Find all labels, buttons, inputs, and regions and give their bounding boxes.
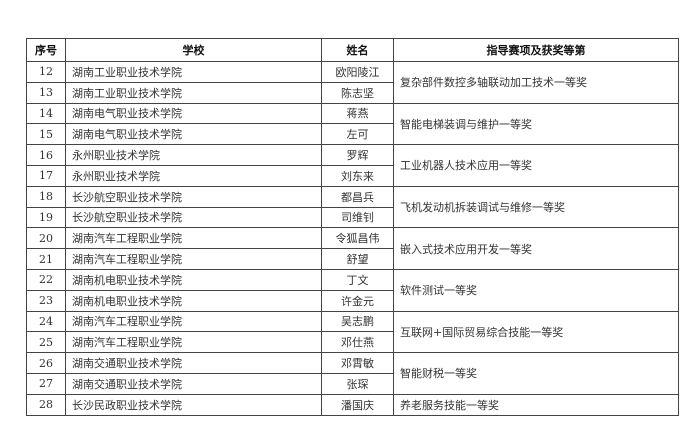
row-index: 13 (26, 81, 66, 104)
table-row: 27 湖南交通职业技术学院 张琛 (26, 372, 679, 395)
name-cell: 舒望 (321, 248, 394, 270)
table-row: 20 湖南汽车工程职业学院 令狐昌伟 嵌入式技术应用开发一等奖 (26, 227, 679, 270)
name-cell: 都昌兵 (321, 185, 394, 208)
header-row: 序号 学校 姓名 指导赛项及获奖等第 (26, 38, 679, 62)
school-cell: 湖南汽车工程职业学院 (65, 248, 322, 270)
award-cell: 智能电梯装调与维护一等奖 (393, 102, 679, 146)
school-cell: 湖南电气职业技术学院 (65, 123, 322, 146)
award-cell: 工业机器人技术应用一等奖 (393, 144, 679, 187)
table-row: 14 湖南电气职业技术学院 蒋燕 智能电梯装调与维护一等奖 (26, 102, 679, 146)
row-index: 21 (26, 248, 66, 270)
school-cell: 长沙航空职业技术学院 (65, 206, 322, 229)
award-cell: 复杂部件数控多轴联动加工技术一等奖 (393, 61, 679, 104)
row-index: 19 (26, 206, 66, 229)
table-row: 25 湖南汽车工程职业学院 邓仕燕 (26, 331, 679, 354)
name-cell: 蒋燕 (321, 102, 394, 125)
school-cell: 湖南电气职业技术学院 (65, 102, 322, 125)
row-index: 14 (26, 102, 66, 125)
row-index: 28 (26, 393, 66, 416)
award-cell: 养老服务技能一等奖 (393, 393, 679, 416)
school-cell: 湖南工业职业技术学院 (65, 81, 322, 104)
row-index: 18 (26, 185, 66, 208)
table-row: 22 湖南机电职业技术学院 丁文 软件测试一等奖 (26, 268, 679, 312)
name-cell: 欧阳陵江 (321, 61, 394, 83)
school-cell: 湖南汽车工程职业学院 (65, 310, 322, 333)
row-index: 24 (26, 310, 66, 333)
name-cell: 潘国庆 (321, 393, 394, 416)
name-cell: 司维钊 (321, 206, 394, 229)
school-cell: 湖南交通职业技术学院 (65, 372, 322, 395)
table-row: 28 长沙民政职业技术学院 潘国庆 养老服务技能一等奖 (26, 393, 679, 416)
school-cell: 永州职业技术学院 (65, 144, 322, 166)
name-cell: 许金元 (321, 289, 394, 312)
row-index: 17 (26, 164, 66, 187)
school-cell: 湖南汽车工程职业学院 (65, 227, 322, 250)
award-cell: 互联网+国际贸易综合技能一等奖 (393, 310, 679, 354)
school-cell: 长沙航空职业技术学院 (65, 185, 322, 208)
row-index: 15 (26, 123, 66, 146)
award-table: 序号 学校 姓名 指导赛项及获奖等第 12 湖南工业职业技术学院 欧阳陵江 复杂部件数… (26, 38, 679, 416)
table-row: 21 湖南汽车工程职业学院 舒望 (26, 248, 679, 270)
row-index: 22 (26, 268, 66, 291)
table-row: 16 永州职业技术学院 罗辉 工业机器人技术应用一等奖 (26, 144, 679, 187)
header-name: 姓名 (321, 38, 394, 62)
name-cell: 左可 (321, 123, 394, 146)
award-cell: 软件测试一等奖 (393, 268, 679, 312)
name-cell: 丁文 (321, 268, 394, 291)
award-cell: 智能财税一等奖 (393, 352, 679, 395)
table-row: 18 长沙航空职业技术学院 都昌兵 飞机发动机拆装调试与维修一等奖 (26, 185, 679, 229)
name-cell: 令狐昌伟 (321, 227, 394, 250)
table-row: 26 湖南交通职业技术学院 邓霄敏 智能财税一等奖 (26, 352, 679, 395)
row-index: 27 (26, 372, 66, 395)
row-index: 16 (26, 144, 66, 166)
name-cell: 邓仕燕 (321, 331, 394, 354)
name-cell: 刘东来 (321, 164, 394, 187)
row-index: 25 (26, 331, 66, 354)
table-row: 24 湖南汽车工程职业学院 吴志鹏 互联网+国际贸易综合技能一等奖 (26, 310, 679, 354)
school-cell: 湖南工业职业技术学院 (65, 61, 322, 83)
row-index: 26 (26, 352, 66, 374)
award-cell: 飞机发动机拆装调试与维修一等奖 (393, 185, 679, 229)
table-row: 12 湖南工业职业技术学院 欧阳陵江 复杂部件数控多轴联动加工技术一等奖 (26, 61, 679, 104)
table-row: 23 湖南机电职业技术学院 许金元 (26, 289, 679, 312)
school-cell: 湖南机电职业技术学院 (65, 289, 322, 312)
header-award: 指导赛项及获奖等第 (393, 38, 679, 62)
name-cell: 吴志鹏 (321, 310, 394, 333)
row-index: 23 (26, 289, 66, 312)
award-cell: 嵌入式技术应用开发一等奖 (393, 227, 679, 270)
school-cell: 湖南汽车工程职业学院 (65, 331, 322, 354)
name-cell: 邓霄敏 (321, 352, 394, 374)
school-cell: 长沙民政职业技术学院 (65, 393, 322, 416)
row-index: 12 (26, 61, 66, 83)
row-index: 20 (26, 227, 66, 250)
school-cell: 湖南机电职业技术学院 (65, 268, 322, 291)
school-cell: 湖南交通职业技术学院 (65, 352, 322, 374)
name-cell: 罗辉 (321, 144, 394, 166)
name-cell: 陈志坚 (321, 81, 394, 104)
name-cell: 张琛 (321, 372, 394, 395)
header-index: 序号 (26, 38, 66, 62)
school-cell: 永州职业技术学院 (65, 164, 322, 187)
table-row: 15 湖南电气职业技术学院 左可 (26, 123, 679, 146)
header-school: 学校 (65, 38, 322, 62)
